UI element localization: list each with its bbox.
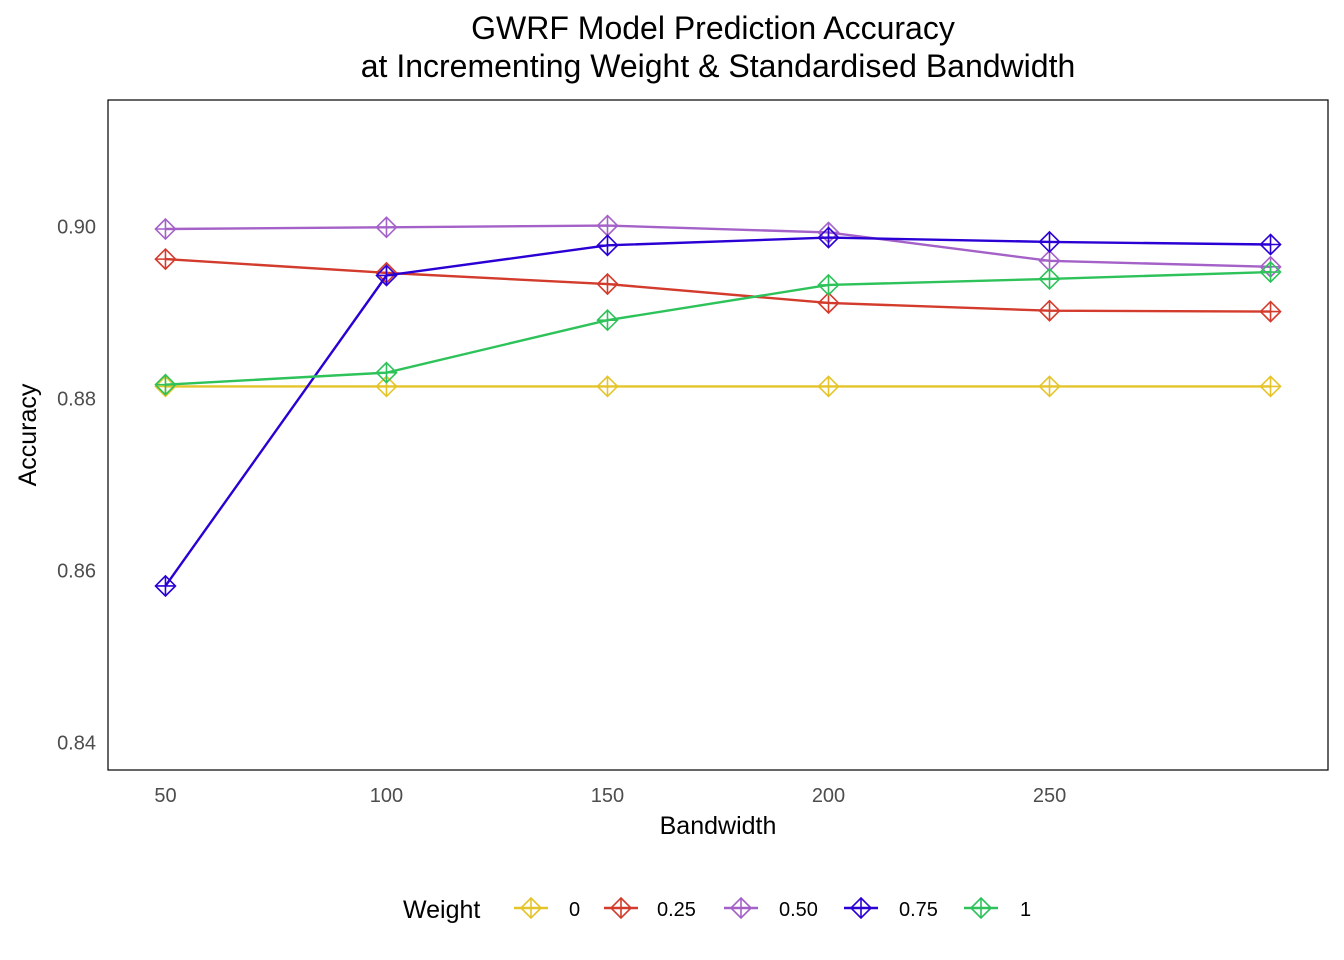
data-point: [1259, 233, 1282, 256]
legend-marker: [609, 896, 633, 920]
data-point: [596, 309, 619, 332]
legend-key: [724, 896, 758, 920]
y-tick-label: 0.84: [57, 732, 96, 754]
legend-label: 1: [1020, 899, 1031, 921]
series-line: [164, 236, 1271, 587]
data-point: [154, 373, 177, 396]
plot-panel-border: [107, 99, 1329, 771]
series-0: [154, 375, 1282, 398]
legend-marker: [969, 896, 993, 920]
x-tick-label: 250: [1033, 785, 1066, 807]
y-tick-label: 0.90: [57, 216, 96, 238]
data-point: [817, 273, 840, 297]
legend: Weight 0 0.25 0.50 0.75 1: [403, 896, 1031, 924]
data-point: [154, 247, 177, 271]
data-point: [1259, 300, 1282, 323]
y-axis-ticks: 0.84 0.86 0.88 0.90: [57, 216, 96, 754]
x-tick-label: 50: [154, 785, 176, 807]
legend-label: 0.75: [899, 899, 938, 921]
y-tick-label: 0.88: [57, 388, 96, 410]
legend-marker: [519, 896, 543, 920]
series-layer: [154, 214, 1282, 598]
data-point: [1259, 375, 1282, 398]
data-point: [1038, 299, 1061, 322]
series-1: [154, 247, 1282, 323]
data-point: [375, 361, 398, 384]
data-point: [1038, 230, 1061, 254]
data-point: [375, 264, 398, 287]
legend-label: 0: [569, 899, 580, 921]
x-tick-label: 150: [591, 785, 624, 807]
data-point: [817, 226, 840, 249]
series-2: [154, 214, 1282, 278]
y-axis-title: Accuracy: [14, 383, 42, 486]
legend-key: [514, 896, 548, 920]
data-point: [1038, 375, 1061, 398]
legend-key: [604, 896, 638, 920]
data-point: [596, 272, 619, 296]
series-3: [154, 226, 1282, 598]
legend-key: [844, 896, 878, 920]
data-point: [375, 216, 398, 239]
chart-title-line-1: GWRF Model Prediction Accuracy: [471, 10, 955, 46]
legend-marker: [729, 896, 753, 920]
data-point: [154, 574, 177, 598]
x-tick-label: 200: [812, 785, 845, 807]
series-line: [165, 257, 1271, 313]
x-tick-label: 100: [370, 785, 403, 807]
legend-title: Weight: [403, 896, 480, 924]
data-point: [1259, 260, 1282, 284]
data-point: [596, 375, 619, 398]
data-point: [596, 214, 619, 237]
data-point: [596, 234, 619, 257]
data-point: [154, 217, 177, 241]
legend-label: 0.25: [657, 899, 696, 921]
legend-marker: [849, 896, 873, 920]
legend-label: 0.50: [779, 899, 818, 921]
data-point: [817, 375, 840, 398]
data-point: [1038, 267, 1061, 291]
series-line: [165, 224, 1271, 269]
data-point: [817, 291, 840, 315]
series-line: [165, 270, 1271, 386]
series-4: [154, 260, 1282, 396]
x-axis-ticks: 50 100 150 200 250: [154, 785, 1066, 807]
legend-key: [964, 896, 998, 920]
y-tick-label: 0.86: [57, 560, 96, 582]
x-axis-title: Bandwidth: [660, 812, 777, 840]
chart-title-line-2: at Incrementing Weight & Standardised Ba…: [361, 48, 1076, 84]
